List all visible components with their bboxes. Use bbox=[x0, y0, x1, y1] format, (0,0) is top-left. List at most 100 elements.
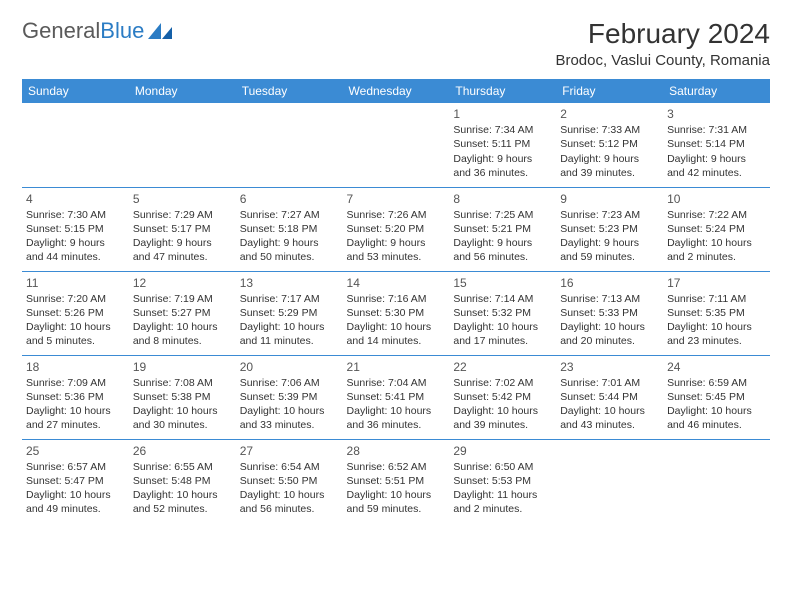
sunrise-text: Sunrise: 7:25 AM bbox=[453, 208, 552, 222]
day-number: 9 bbox=[560, 191, 659, 207]
day-header: Thursday bbox=[449, 79, 556, 103]
day-number: 22 bbox=[453, 359, 552, 375]
calendar-body: 1Sunrise: 7:34 AMSunset: 5:11 PMDaylight… bbox=[22, 103, 770, 523]
calendar-cell: 20Sunrise: 7:06 AMSunset: 5:39 PMDayligh… bbox=[236, 355, 343, 439]
sunrise-text: Sunrise: 7:02 AM bbox=[453, 376, 552, 390]
daylight-text: Daylight: 10 hours bbox=[347, 488, 446, 502]
day-number: 17 bbox=[667, 275, 766, 291]
sunset-text: Sunset: 5:29 PM bbox=[240, 306, 339, 320]
calendar-cell-empty bbox=[22, 103, 129, 187]
sunset-text: Sunset: 5:27 PM bbox=[133, 306, 232, 320]
calendar-cell: 12Sunrise: 7:19 AMSunset: 5:27 PMDayligh… bbox=[129, 271, 236, 355]
calendar-cell: 17Sunrise: 7:11 AMSunset: 5:35 PMDayligh… bbox=[663, 271, 770, 355]
calendar-row: 1Sunrise: 7:34 AMSunset: 5:11 PMDaylight… bbox=[22, 103, 770, 187]
sunset-text: Sunset: 5:21 PM bbox=[453, 222, 552, 236]
sunset-text: Sunset: 5:15 PM bbox=[26, 222, 125, 236]
daylight-text: Daylight: 9 hours bbox=[453, 236, 552, 250]
day-number: 12 bbox=[133, 275, 232, 291]
daylight-text: and 2 minutes. bbox=[667, 250, 766, 264]
sunset-text: Sunset: 5:24 PM bbox=[667, 222, 766, 236]
daylight-text: and 50 minutes. bbox=[240, 250, 339, 264]
day-number: 21 bbox=[347, 359, 446, 375]
calendar-cell: 22Sunrise: 7:02 AMSunset: 5:42 PMDayligh… bbox=[449, 355, 556, 439]
sunrise-text: Sunrise: 7:09 AM bbox=[26, 376, 125, 390]
sunrise-text: Sunrise: 7:29 AM bbox=[133, 208, 232, 222]
sunset-text: Sunset: 5:39 PM bbox=[240, 390, 339, 404]
calendar-cell: 8Sunrise: 7:25 AMSunset: 5:21 PMDaylight… bbox=[449, 187, 556, 271]
day-number: 29 bbox=[453, 443, 552, 459]
calendar-row: 25Sunrise: 6:57 AMSunset: 5:47 PMDayligh… bbox=[22, 439, 770, 523]
daylight-text: Daylight: 9 hours bbox=[26, 236, 125, 250]
sunset-text: Sunset: 5:18 PM bbox=[240, 222, 339, 236]
daylight-text: Daylight: 11 hours bbox=[453, 488, 552, 502]
day-number: 3 bbox=[667, 106, 766, 122]
sunrise-text: Sunrise: 7:11 AM bbox=[667, 292, 766, 306]
calendar-cell: 28Sunrise: 6:52 AMSunset: 5:51 PMDayligh… bbox=[343, 439, 450, 523]
calendar-cell: 29Sunrise: 6:50 AMSunset: 5:53 PMDayligh… bbox=[449, 439, 556, 523]
daylight-text: Daylight: 10 hours bbox=[347, 320, 446, 334]
month-title: February 2024 bbox=[555, 18, 770, 50]
calendar-cell: 16Sunrise: 7:13 AMSunset: 5:33 PMDayligh… bbox=[556, 271, 663, 355]
sunset-text: Sunset: 5:45 PM bbox=[667, 390, 766, 404]
day-header: Tuesday bbox=[236, 79, 343, 103]
daylight-text: Daylight: 10 hours bbox=[667, 320, 766, 334]
brand-part2: Blue bbox=[100, 18, 144, 43]
daylight-text: Daylight: 9 hours bbox=[560, 152, 659, 166]
daylight-text: and 49 minutes. bbox=[26, 502, 125, 516]
calendar-cell: 9Sunrise: 7:23 AMSunset: 5:23 PMDaylight… bbox=[556, 187, 663, 271]
day-header: Monday bbox=[129, 79, 236, 103]
sunset-text: Sunset: 5:12 PM bbox=[560, 137, 659, 151]
daylight-text: Daylight: 10 hours bbox=[240, 404, 339, 418]
daylight-text: Daylight: 10 hours bbox=[26, 404, 125, 418]
day-header: Wednesday bbox=[343, 79, 450, 103]
daylight-text: and 39 minutes. bbox=[453, 418, 552, 432]
day-header-row: SundayMondayTuesdayWednesdayThursdayFrid… bbox=[22, 79, 770, 103]
daylight-text: Daylight: 9 hours bbox=[667, 152, 766, 166]
day-number: 6 bbox=[240, 191, 339, 207]
daylight-text: and 8 minutes. bbox=[133, 334, 232, 348]
day-number: 14 bbox=[347, 275, 446, 291]
daylight-text: and 14 minutes. bbox=[347, 334, 446, 348]
day-number: 28 bbox=[347, 443, 446, 459]
daylight-text: and 36 minutes. bbox=[453, 166, 552, 180]
calendar-cell: 15Sunrise: 7:14 AMSunset: 5:32 PMDayligh… bbox=[449, 271, 556, 355]
calendar-cell: 6Sunrise: 7:27 AMSunset: 5:18 PMDaylight… bbox=[236, 187, 343, 271]
calendar-row: 18Sunrise: 7:09 AMSunset: 5:36 PMDayligh… bbox=[22, 355, 770, 439]
daylight-text: and 23 minutes. bbox=[667, 334, 766, 348]
day-number: 2 bbox=[560, 106, 659, 122]
sunset-text: Sunset: 5:38 PM bbox=[133, 390, 232, 404]
daylight-text: Daylight: 9 hours bbox=[560, 236, 659, 250]
day-number: 7 bbox=[347, 191, 446, 207]
calendar-cell: 2Sunrise: 7:33 AMSunset: 5:12 PMDaylight… bbox=[556, 103, 663, 187]
calendar-cell: 7Sunrise: 7:26 AMSunset: 5:20 PMDaylight… bbox=[343, 187, 450, 271]
calendar-cell: 1Sunrise: 7:34 AMSunset: 5:11 PMDaylight… bbox=[449, 103, 556, 187]
sunrise-text: Sunrise: 7:13 AM bbox=[560, 292, 659, 306]
sunset-text: Sunset: 5:32 PM bbox=[453, 306, 552, 320]
daylight-text: Daylight: 10 hours bbox=[453, 404, 552, 418]
day-number: 19 bbox=[133, 359, 232, 375]
day-number: 26 bbox=[133, 443, 232, 459]
calendar-cell: 14Sunrise: 7:16 AMSunset: 5:30 PMDayligh… bbox=[343, 271, 450, 355]
calendar-cell: 4Sunrise: 7:30 AMSunset: 5:15 PMDaylight… bbox=[22, 187, 129, 271]
sunrise-text: Sunrise: 6:50 AM bbox=[453, 460, 552, 474]
sunset-text: Sunset: 5:47 PM bbox=[26, 474, 125, 488]
daylight-text: Daylight: 10 hours bbox=[667, 236, 766, 250]
day-number: 1 bbox=[453, 106, 552, 122]
calendar-cell-empty bbox=[129, 103, 236, 187]
calendar-cell: 11Sunrise: 7:20 AMSunset: 5:26 PMDayligh… bbox=[22, 271, 129, 355]
sunrise-text: Sunrise: 6:59 AM bbox=[667, 376, 766, 390]
daylight-text: and 30 minutes. bbox=[133, 418, 232, 432]
daylight-text: Daylight: 9 hours bbox=[453, 152, 552, 166]
day-header: Sunday bbox=[22, 79, 129, 103]
title-block: February 2024 Brodoc, Vaslui County, Rom… bbox=[555, 18, 770, 69]
daylight-text: Daylight: 10 hours bbox=[26, 488, 125, 502]
sunset-text: Sunset: 5:20 PM bbox=[347, 222, 446, 236]
daylight-text: and 56 minutes. bbox=[453, 250, 552, 264]
day-number: 11 bbox=[26, 275, 125, 291]
calendar-cell-empty bbox=[556, 439, 663, 523]
calendar-cell: 21Sunrise: 7:04 AMSunset: 5:41 PMDayligh… bbox=[343, 355, 450, 439]
brand-part1: General bbox=[22, 18, 100, 43]
day-header: Friday bbox=[556, 79, 663, 103]
sunset-text: Sunset: 5:35 PM bbox=[667, 306, 766, 320]
day-number: 23 bbox=[560, 359, 659, 375]
